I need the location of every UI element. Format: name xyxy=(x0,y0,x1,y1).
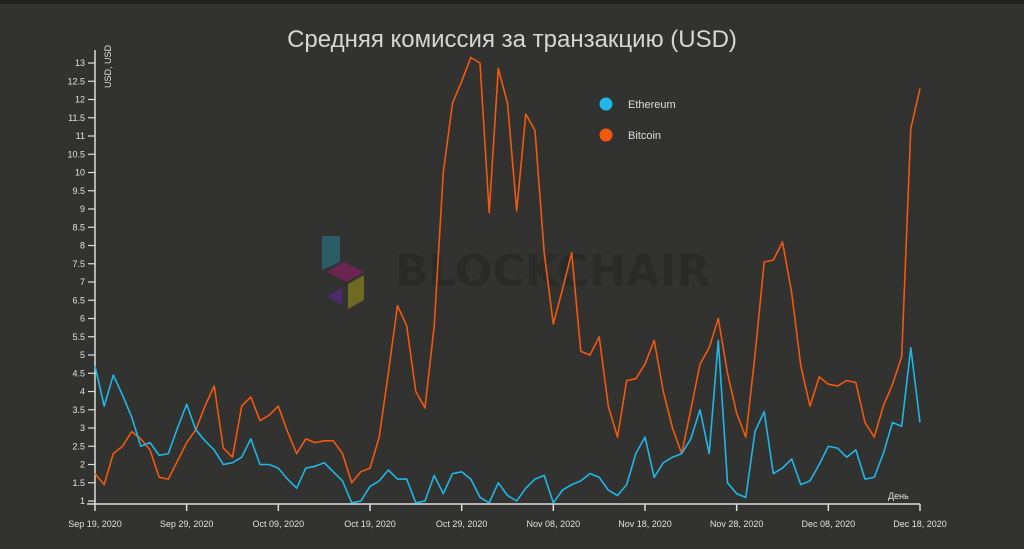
y-tick-label: 2.5 xyxy=(72,441,85,451)
x-tick-label: Nov 28, 2020 xyxy=(710,519,764,529)
top-bar xyxy=(0,0,1024,4)
x-tick-label: Nov 18, 2020 xyxy=(618,519,672,529)
y-tick-label: 10.5 xyxy=(67,149,85,159)
y-tick-label: 5.5 xyxy=(72,332,85,342)
legend-label-bitcoin: Bitcoin xyxy=(628,130,661,142)
y-tick-label: 11.5 xyxy=(68,113,85,123)
legend-marker-bitcoin xyxy=(599,128,613,142)
y-tick-label: 7.5 xyxy=(72,259,85,269)
y-tick-label: 4.5 xyxy=(72,368,85,378)
y-tick-label: 9.5 xyxy=(72,186,85,196)
x-tick-label: Dec 08, 2020 xyxy=(802,519,856,529)
x-tick-label: Oct 29, 2020 xyxy=(436,519,488,529)
x-tick-label: Oct 19, 2020 xyxy=(344,519,396,529)
y-tick-label: 9 xyxy=(80,204,85,214)
y-tick-label: 5 xyxy=(80,350,85,360)
y-tick-label: 1 xyxy=(80,496,85,506)
chart-title: Средняя комиссия за транзакцию (USD) xyxy=(287,26,737,53)
y-tick-label: 10 xyxy=(75,168,85,178)
y-tick-label: 4 xyxy=(80,387,85,397)
series-line-ethereum xyxy=(94,339,921,504)
y-tick-label: 12.5 xyxy=(67,76,85,86)
x-tick-label: Sep 29, 2020 xyxy=(160,519,214,529)
y-tick-label: 6 xyxy=(80,314,85,324)
y-tick-label: 3 xyxy=(80,423,85,433)
y-tick-label: 1.5 xyxy=(72,478,85,488)
x-tick-label: Dec 18, 2020 xyxy=(893,519,947,529)
y-tick-label: 7 xyxy=(80,277,85,287)
x-tick-label: Sep 19, 2020 xyxy=(68,519,122,529)
watermark-text: BLOCKCHAIR xyxy=(395,246,710,297)
legend-label-ethereum: Ethereum xyxy=(628,99,676,111)
y-tick-label: 8 xyxy=(80,241,85,251)
y-tick-label: 2 xyxy=(80,460,85,470)
y-tick-label: 12 xyxy=(75,95,85,105)
legend-marker-ethereum xyxy=(599,97,613,111)
watermark-logo-purple xyxy=(327,288,342,305)
y-tick-label: 8.5 xyxy=(72,222,85,232)
legend: Ethereum Bitcoin xyxy=(599,97,676,142)
watermark-logo-magenta xyxy=(327,262,364,282)
x-axis-label: День xyxy=(888,491,909,501)
y-tick-label: 3.5 xyxy=(72,405,85,415)
y-tick-label: 13 xyxy=(75,58,85,68)
x-tick-label: Oct 09, 2020 xyxy=(253,519,305,529)
y-tick-label: 11 xyxy=(76,131,85,141)
series-line-bitcoin xyxy=(94,56,921,486)
watermark: BLOCKCHAIR xyxy=(322,236,710,309)
x-tick-label: Nov 08, 2020 xyxy=(527,519,581,529)
y-tick-label: 6.5 xyxy=(72,295,85,305)
y-axis-label: USD, USD xyxy=(103,44,113,88)
watermark-logo-cyan xyxy=(322,236,340,270)
watermark-logo-yellow xyxy=(348,275,364,309)
